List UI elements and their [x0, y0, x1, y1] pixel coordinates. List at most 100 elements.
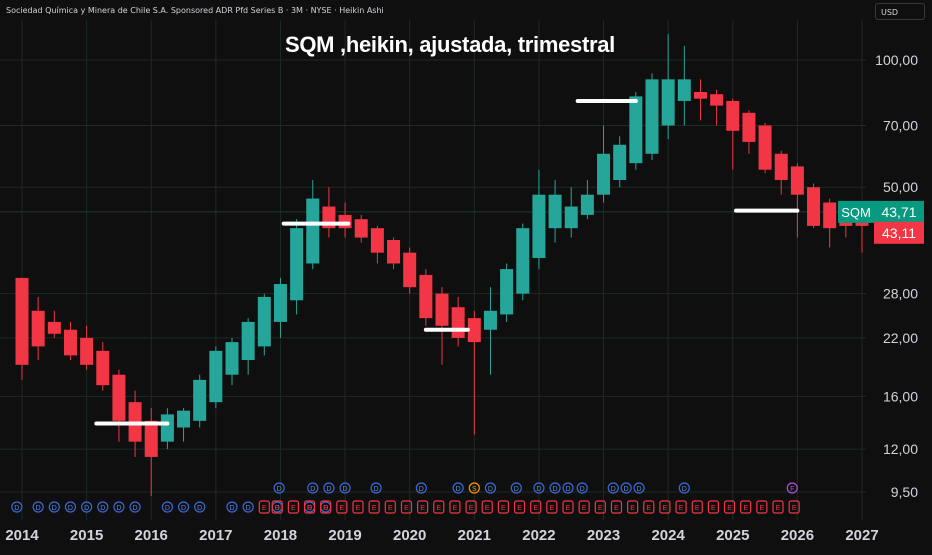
event-marker[interactable] — [339, 482, 351, 494]
candle-body[interactable] — [209, 350, 223, 403]
candle-body[interactable] — [451, 307, 465, 338]
candle-body[interactable] — [290, 228, 304, 301]
candle-body[interactable] — [548, 194, 562, 229]
event-marker[interactable] — [610, 500, 623, 514]
event-marker[interactable] — [576, 482, 588, 494]
candle-body[interactable] — [564, 206, 578, 229]
event-marker[interactable] — [723, 500, 736, 514]
event-marker[interactable] — [323, 482, 335, 494]
candle-body[interactable] — [613, 144, 627, 181]
event-marker[interactable] — [675, 500, 687, 514]
event-marker[interactable] — [352, 500, 364, 514]
candle-body[interactable] — [645, 79, 659, 154]
event-marker[interactable] — [594, 500, 606, 514]
candle-body[interactable] — [193, 379, 207, 421]
candle-body[interactable] — [774, 153, 788, 181]
event-marker[interactable] — [513, 500, 526, 514]
candle-body[interactable] — [387, 240, 401, 264]
candle-body[interactable] — [516, 228, 530, 294]
event-marker[interactable] — [452, 482, 464, 494]
event-marker[interactable] — [678, 482, 690, 494]
event-marker[interactable] — [465, 500, 477, 514]
candle-body[interactable] — [63, 329, 77, 356]
candle-body[interactable] — [15, 277, 29, 365]
candle-body[interactable] — [467, 318, 481, 343]
event-marker[interactable] — [287, 500, 299, 514]
candle-body[interactable] — [597, 153, 611, 195]
event-marker[interactable] — [788, 500, 800, 514]
candle-body[interactable] — [742, 112, 756, 142]
event-marker[interactable] — [271, 500, 283, 514]
event-marker[interactable] — [194, 501, 206, 513]
event-marker[interactable] — [433, 500, 445, 514]
event-marker[interactable] — [484, 482, 497, 494]
event-marker[interactable] — [242, 501, 254, 513]
candle-body[interactable] — [823, 202, 837, 229]
event-marker[interactable] — [32, 501, 44, 513]
event-marker[interactable] — [449, 500, 461, 514]
candle-body[interactable] — [629, 96, 643, 164]
event-marker[interactable] — [384, 500, 396, 514]
event-marker[interactable] — [627, 500, 639, 514]
event-marker[interactable] — [64, 501, 77, 513]
event-marker[interactable] — [129, 501, 141, 513]
candle-body[interactable] — [257, 296, 271, 347]
event-marker[interactable] — [562, 500, 574, 514]
candle-body[interactable] — [726, 100, 740, 131]
candle-body[interactable] — [710, 94, 724, 106]
candle-body[interactable] — [241, 321, 255, 361]
candle-body[interactable] — [532, 194, 546, 258]
event-marker[interactable] — [533, 482, 545, 494]
event-marker[interactable] — [226, 501, 238, 513]
event-marker[interactable] — [11, 501, 23, 513]
candle-body[interactable] — [403, 252, 417, 288]
candle-body[interactable] — [31, 310, 45, 347]
event-marker[interactable] — [468, 482, 480, 494]
candle-body[interactable] — [112, 374, 126, 421]
event-marker[interactable] — [546, 500, 558, 514]
candle-body[interactable] — [758, 125, 772, 170]
candle-body[interactable] — [80, 337, 94, 365]
candle-body[interactable] — [273, 284, 287, 322]
candle-body[interactable] — [661, 79, 675, 126]
currency-button[interactable]: USD — [875, 3, 925, 20]
candle-body[interactable] — [483, 310, 497, 330]
candle-body[interactable] — [354, 219, 368, 238]
candle-body[interactable] — [306, 198, 320, 264]
event-marker[interactable] — [497, 500, 509, 514]
candle-body[interactable] — [677, 79, 691, 101]
event-marker[interactable] — [97, 501, 109, 513]
event-marker[interactable] — [258, 500, 270, 514]
event-marker[interactable] — [578, 500, 590, 514]
event-marker[interactable] — [772, 500, 784, 514]
event-marker[interactable] — [530, 500, 542, 514]
event-marker[interactable] — [620, 482, 632, 494]
event-marker[interactable] — [320, 500, 332, 514]
candle-body[interactable] — [500, 269, 514, 315]
event-marker[interactable] — [161, 501, 173, 513]
event-marker[interactable] — [481, 500, 493, 514]
event-marker[interactable] — [786, 482, 798, 494]
event-marker[interactable] — [510, 482, 522, 494]
candle-body[interactable] — [177, 410, 191, 428]
event-marker[interactable] — [562, 482, 574, 494]
candle-body[interactable] — [435, 293, 449, 326]
candle-body[interactable] — [419, 274, 433, 319]
event-marker[interactable] — [48, 501, 60, 513]
event-marker[interactable] — [81, 501, 93, 513]
event-marker[interactable] — [643, 500, 655, 514]
event-marker[interactable] — [549, 482, 561, 494]
event-marker[interactable] — [607, 482, 619, 494]
event-marker[interactable] — [740, 500, 752, 514]
candle-body[interactable] — [144, 420, 158, 457]
candle-body[interactable] — [225, 342, 239, 375]
event-marker[interactable] — [368, 500, 380, 514]
candle-body[interactable] — [160, 414, 174, 442]
event-marker[interactable] — [336, 500, 348, 514]
event-marker[interactable] — [417, 500, 429, 514]
event-marker[interactable] — [633, 482, 645, 494]
event-marker[interactable] — [370, 482, 382, 494]
event-marker[interactable] — [756, 500, 768, 514]
candle-body[interactable] — [96, 350, 110, 386]
